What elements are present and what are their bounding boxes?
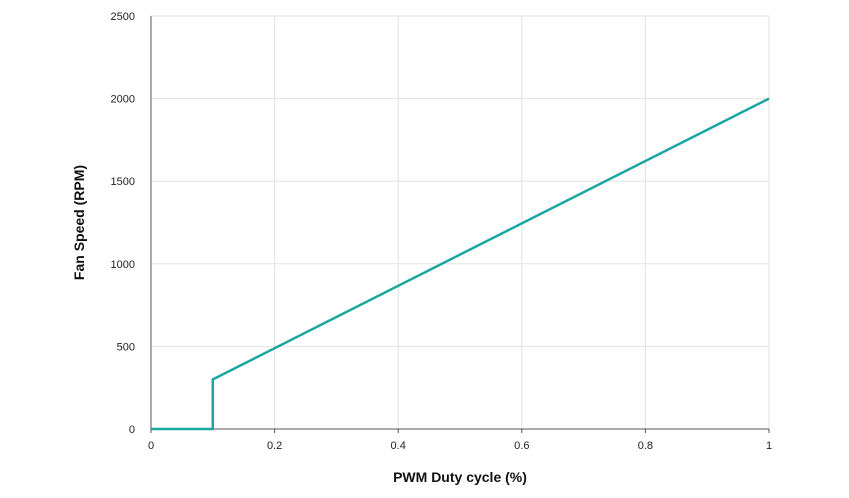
series-layer — [151, 97, 770, 431]
y-tick-label: 1500 — [111, 176, 135, 188]
y-tick-label: 1000 — [111, 259, 135, 271]
x-tick-label: 1 — [766, 440, 772, 452]
x-tick-label: 0 — [148, 440, 154, 452]
tick-labels: 0 500 1000 1500 2000 2500 0 0.2 0.4 0.6 0.8 1 — [111, 11, 773, 452]
y-tick-label: 2500 — [111, 11, 135, 23]
x-axis-title: PWM Duty cycle (%) — [393, 469, 527, 485]
x-tick-label: 0.8 — [638, 440, 653, 452]
x-tick-label: 0.4 — [391, 440, 406, 452]
series-line — [151, 97, 770, 431]
axes — [150, 16, 770, 433]
y-tick-label: 0 — [129, 424, 135, 436]
y-tick-label: 500 — [117, 341, 135, 353]
grid-lines — [151, 15, 770, 429]
x-tick-label: 0.2 — [267, 440, 282, 452]
y-axis-title: Fan Speed (RPM) — [71, 165, 87, 280]
x-tick-label: 0.6 — [514, 440, 529, 452]
y-tick-label: 2000 — [111, 94, 135, 106]
